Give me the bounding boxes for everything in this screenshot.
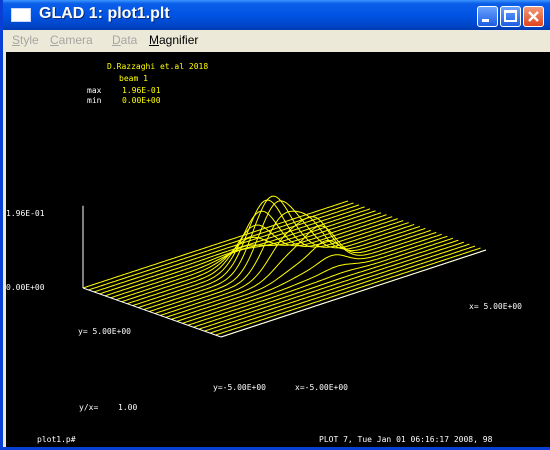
plot-beam: beam 1 (119, 74, 148, 83)
plot-axes (82, 205, 487, 338)
z-top-label: 1.96E-01 (6, 209, 45, 218)
plot-author: D.Razzaghi et.al 2018 (107, 62, 208, 71)
window-icon (11, 8, 31, 22)
mesh-line (160, 216, 426, 316)
mesh-line (182, 235, 448, 324)
menu-camera[interactable]: Camera (50, 33, 93, 47)
mesh-line (187, 237, 454, 326)
mesh-line (176, 233, 442, 322)
mesh-line (132, 210, 398, 307)
min-value: 0.00E+00 (122, 96, 161, 105)
plot-footer: PLOT 7, Tue Jan 01 06:16:17 2008, 98 (319, 435, 493, 444)
mesh-line (121, 214, 387, 303)
ratio-label: y/x= (79, 403, 98, 412)
mesh-line (154, 210, 420, 314)
mesh-line (143, 195, 409, 311)
mesh-line (171, 231, 437, 320)
mesh-line (104, 208, 371, 297)
y-axis-line (82, 287, 222, 338)
mesh-line (115, 212, 382, 301)
mesh-line (209, 245, 476, 334)
maximize-button[interactable] (500, 6, 521, 27)
max-value: 1.96E-01 (122, 86, 161, 95)
close-icon (528, 11, 539, 22)
maximize-icon (504, 10, 517, 22)
mesh-line (193, 239, 459, 328)
menu-data[interactable]: Data (112, 33, 138, 47)
window-title: GLAD 1: plot1.plt (39, 5, 170, 22)
mesh-line (204, 243, 470, 332)
mesh-line (198, 241, 465, 330)
y-min-label: y=-5.00E+00 (213, 383, 266, 392)
mesh-line (149, 200, 415, 312)
y-max-label: y= 5.00E+00 (78, 327, 131, 336)
surface-mesh (82, 195, 487, 338)
x-axis-line (220, 249, 487, 338)
mesh-line (165, 225, 431, 318)
menu-magnifier[interactable]: Magnifier (149, 33, 199, 47)
plot-area: D.Razzaghi et.al 2018 beam 1 max 1.96E-0… (6, 52, 550, 447)
mesh-line (110, 210, 376, 299)
mesh-line (127, 216, 393, 305)
minimize-icon (482, 19, 489, 22)
min-label: min (87, 96, 102, 105)
mesh-line (215, 247, 481, 336)
x-max-label: x= 5.00E+00 (469, 302, 522, 311)
mesh-line (93, 204, 360, 293)
menu-style[interactable]: Style (12, 33, 39, 47)
ratio-value: 1.00 (118, 403, 137, 412)
mesh-line (138, 199, 404, 309)
menu-bar: Style Camera Data Magnifier (6, 30, 550, 52)
x-min-label: x=-5.00E+00 (295, 383, 348, 392)
surface-plot: D.Razzaghi et.al 2018 beam 1 max 1.96E-0… (6, 62, 522, 444)
close-button[interactable] (523, 6, 544, 27)
title-bar[interactable]: GLAD 1: plot1.plt (3, 0, 550, 30)
file-label: plot1.p# (37, 435, 76, 444)
minimize-button[interactable] (477, 6, 498, 27)
z-bottom-label: 0.00E+00 (6, 283, 45, 292)
max-label: max (87, 86, 102, 95)
mesh-line (82, 200, 349, 289)
